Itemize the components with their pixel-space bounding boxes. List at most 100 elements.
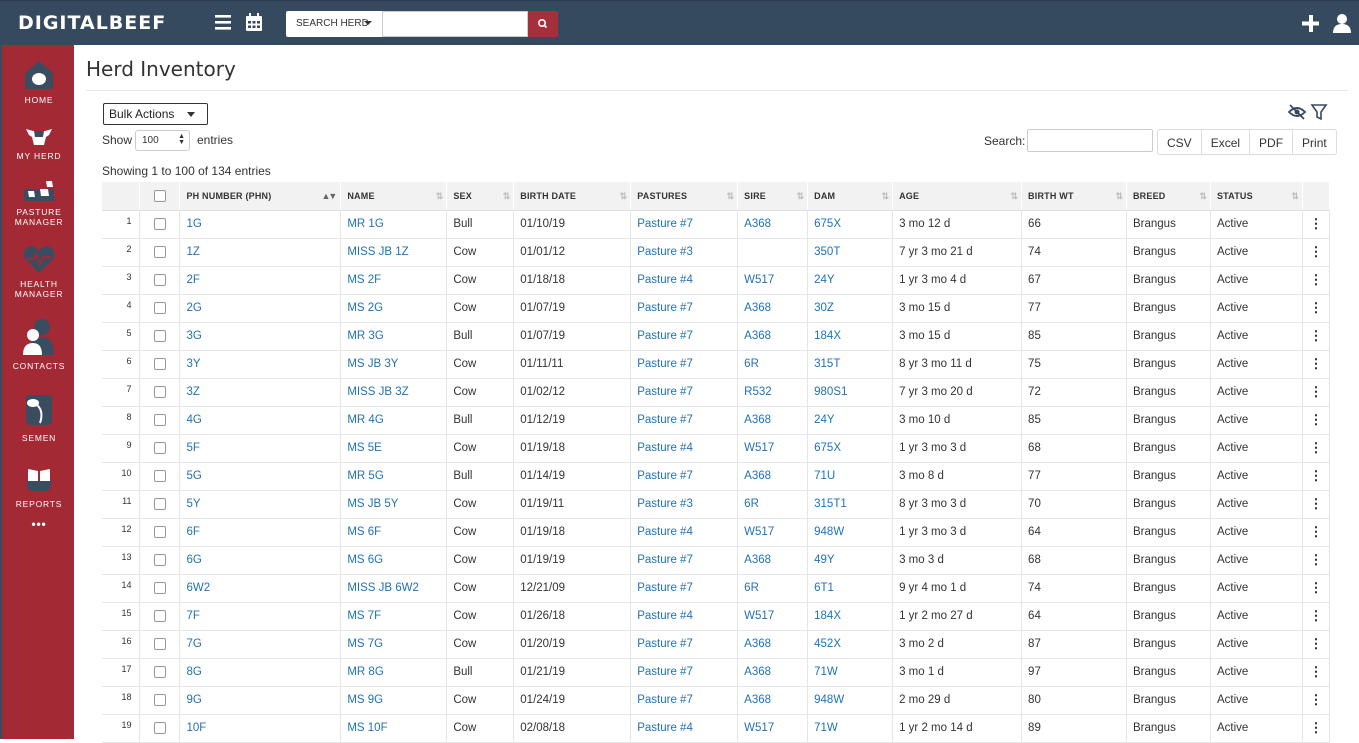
csv-button[interactable]: CSV bbox=[1157, 129, 1202, 155]
pasture-link[interactable]: Pasture #7 bbox=[630, 294, 739, 323]
herd-search-input[interactable] bbox=[382, 11, 528, 37]
col-pastures-header[interactable]: PASTURES ⇅ bbox=[630, 182, 739, 211]
col-name-header[interactable]: NAME ⇅ bbox=[340, 182, 448, 211]
dam-link[interactable]: 948W bbox=[807, 518, 894, 547]
col-birth-date-header[interactable]: BIRTH DATE ⇅ bbox=[513, 182, 632, 211]
row-checkbox[interactable] bbox=[153, 301, 166, 314]
add-icon[interactable] bbox=[1299, 12, 1323, 36]
sire-link[interactable] bbox=[737, 238, 809, 267]
name-link[interactable]: MR 4G bbox=[340, 406, 448, 435]
pasture-link[interactable]: Pasture #7 bbox=[630, 658, 739, 687]
pasture-link[interactable]: Pasture #4 bbox=[630, 434, 739, 463]
row-checkbox[interactable] bbox=[153, 217, 166, 230]
sire-link[interactable]: A368 bbox=[737, 546, 809, 575]
row-checkbox[interactable] bbox=[153, 665, 166, 678]
sire-link[interactable]: A368 bbox=[737, 294, 809, 323]
sidebar-item-pasture-manager[interactable]: PASTURE MANAGER bbox=[2, 177, 76, 227]
dam-link[interactable]: 30Z bbox=[807, 294, 894, 323]
row-checkbox[interactable] bbox=[153, 469, 166, 482]
table-row[interactable]: 18 9G MS 9G Cow 01/24/19 Pasture #7 A368 948W 2 … bbox=[102, 686, 1331, 715]
name-link[interactable]: MS 2G bbox=[340, 294, 448, 323]
col-sex-header[interactable]: SEX ⇅ bbox=[446, 182, 515, 211]
sire-link[interactable]: A368 bbox=[737, 686, 809, 715]
table-row[interactable]: 6 3Y MS JB 3Y Cow 01/11/11 Pasture #7 6R 315T 8 … bbox=[102, 350, 1331, 379]
phn-link[interactable]: 5Y bbox=[179, 490, 342, 519]
table-row[interactable]: 10 5G MR 5G Bull 01/14/19 Pasture #7 A368 71U 3 … bbox=[102, 462, 1331, 491]
page-length-select[interactable]: 100 ▲ ▼ bbox=[135, 130, 190, 151]
phn-link[interactable]: 1Z bbox=[179, 238, 342, 267]
table-row[interactable]: 9 5F MS 5E Cow 01/19/18 Pasture #4 W517 675X 1 y… bbox=[102, 434, 1331, 463]
row-actions-icon[interactable]: ⋮ bbox=[1302, 518, 1331, 547]
pasture-link[interactable]: Pasture #7 bbox=[630, 686, 739, 715]
name-link[interactable]: MS 6F bbox=[340, 518, 448, 547]
row-checkbox[interactable] bbox=[153, 525, 166, 538]
table-row[interactable]: 13 6G MS 6G Cow 01/19/19 Pasture #7 A368 49Y 3 m… bbox=[102, 546, 1331, 575]
sidebar-item-contacts[interactable]: CONTACTS bbox=[2, 317, 76, 371]
pasture-link[interactable]: Pasture #7 bbox=[630, 210, 739, 239]
row-checkbox[interactable] bbox=[153, 609, 166, 622]
row-checkbox[interactable] bbox=[153, 441, 166, 454]
phn-link[interactable]: 7G bbox=[179, 630, 342, 659]
pasture-link[interactable]: Pasture #4 bbox=[630, 714, 739, 743]
sire-link[interactable]: A368 bbox=[737, 630, 809, 659]
sidebar-item-reports[interactable]: REPORTS bbox=[2, 465, 76, 509]
sidebar-item-home[interactable]: HOME bbox=[2, 57, 76, 105]
print-button[interactable]: Print bbox=[1293, 129, 1337, 155]
pasture-link[interactable]: Pasture #4 bbox=[630, 266, 739, 295]
phn-link[interactable]: 7F bbox=[179, 602, 342, 631]
phn-link[interactable]: 10F bbox=[179, 714, 342, 743]
phn-link[interactable]: 3G bbox=[179, 322, 342, 351]
excel-button[interactable]: Excel bbox=[1201, 129, 1251, 155]
dam-link[interactable]: 350T bbox=[807, 238, 894, 267]
row-actions-icon[interactable]: ⋮ bbox=[1302, 686, 1331, 715]
phn-link[interactable]: 1G bbox=[179, 210, 342, 239]
col-age-header[interactable]: AGE ⇅ bbox=[892, 182, 1023, 211]
hamburger-menu-icon[interactable] bbox=[212, 11, 236, 35]
name-link[interactable]: MISS JB 6W2 bbox=[340, 574, 448, 603]
row-checkbox[interactable] bbox=[153, 497, 166, 510]
table-row[interactable]: 4 2G MS 2G Cow 01/07/19 Pasture #7 A368 30Z 3 mo… bbox=[102, 294, 1331, 323]
table-row[interactable]: 15 7F MS 7F Cow 01/26/18 Pasture #4 W517 184X 1 … bbox=[102, 602, 1331, 631]
pasture-link[interactable]: Pasture #7 bbox=[630, 378, 739, 407]
row-actions-icon[interactable]: ⋮ bbox=[1302, 490, 1331, 519]
dam-link[interactable]: 49Y bbox=[807, 546, 894, 575]
dam-link[interactable]: 184X bbox=[807, 322, 894, 351]
sire-link[interactable]: W517 bbox=[737, 602, 809, 631]
row-actions-icon[interactable]: ⋮ bbox=[1302, 434, 1331, 463]
dam-link[interactable]: 71W bbox=[807, 658, 894, 687]
row-checkbox[interactable] bbox=[153, 245, 166, 258]
table-row[interactable]: 1 1G MR 1G Bull 01/10/19 Pasture #7 A368 675X 3 … bbox=[102, 210, 1331, 239]
row-actions-icon[interactable]: ⋮ bbox=[1302, 378, 1331, 407]
table-search-input[interactable] bbox=[1027, 129, 1153, 152]
row-actions-icon[interactable]: ⋮ bbox=[1302, 546, 1331, 575]
select-all-checkbox[interactable] bbox=[153, 189, 166, 202]
dam-link[interactable]: 184X bbox=[807, 602, 894, 631]
row-checkbox[interactable] bbox=[153, 357, 166, 370]
row-actions-icon[interactable]: ⋮ bbox=[1302, 266, 1331, 295]
col-sire-header[interactable]: SIRE ⇅ bbox=[737, 182, 809, 211]
row-actions-icon[interactable]: ⋮ bbox=[1302, 406, 1331, 435]
table-row[interactable]: 19 10F MS 10F Cow 02/08/18 Pasture #4 W517 71W 1… bbox=[102, 714, 1331, 743]
name-link[interactable]: MS 7G bbox=[340, 630, 448, 659]
name-link[interactable]: MS 5E bbox=[340, 434, 448, 463]
row-checkbox[interactable] bbox=[153, 637, 166, 650]
col-breed-header[interactable]: BREED ⇅ bbox=[1126, 182, 1211, 211]
phn-link[interactable]: 5F bbox=[179, 434, 342, 463]
dam-link[interactable]: 71U bbox=[807, 462, 894, 491]
row-checkbox[interactable] bbox=[153, 413, 166, 426]
row-actions-icon[interactable]: ⋮ bbox=[1302, 210, 1331, 239]
phn-link[interactable]: 3Z bbox=[179, 378, 342, 407]
phn-link[interactable]: 8G bbox=[179, 658, 342, 687]
sire-link[interactable]: A368 bbox=[737, 406, 809, 435]
pasture-link[interactable]: Pasture #7 bbox=[630, 574, 739, 603]
dam-link[interactable]: 6T1 bbox=[807, 574, 894, 603]
dam-link[interactable]: 675X bbox=[807, 210, 894, 239]
name-link[interactable]: MS 10F bbox=[340, 714, 448, 743]
row-actions-icon[interactable]: ⋮ bbox=[1302, 658, 1331, 687]
dam-link[interactable]: 315T1 bbox=[807, 490, 894, 519]
table-row[interactable]: 8 4G MR 4G Bull 01/12/19 Pasture #7 A368 24Y 3 m… bbox=[102, 406, 1331, 435]
app-logo[interactable]: DIGITALBEEF bbox=[18, 12, 167, 34]
row-actions-icon[interactable]: ⋮ bbox=[1302, 294, 1331, 323]
sire-link[interactable]: 6R bbox=[737, 490, 809, 519]
sidebar-item-health-manager[interactable]: HEALTH MANAGER bbox=[2, 243, 76, 299]
